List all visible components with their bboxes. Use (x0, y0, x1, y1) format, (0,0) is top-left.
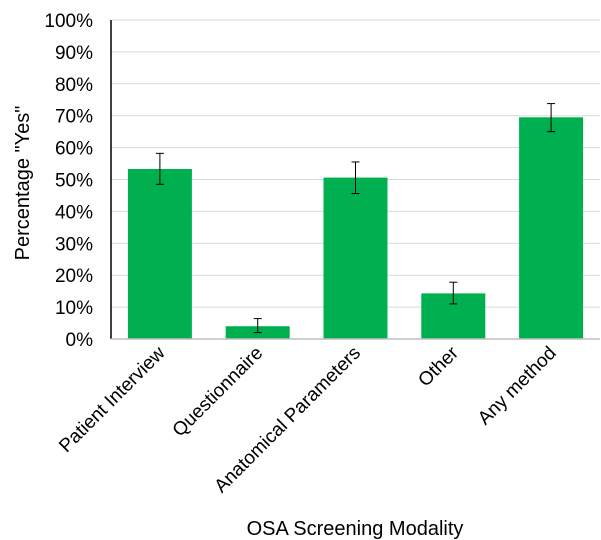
y-tick-label: 0% (66, 330, 94, 351)
y-tick-label: 50% (55, 171, 93, 192)
error-bar (155, 152, 164, 185)
error-bars (155, 103, 556, 334)
x-tick-label: Questionnaire (169, 343, 267, 441)
y-tick-label: 40% (55, 202, 93, 223)
error-bar (449, 281, 458, 305)
y-tick-label: 70% (55, 107, 93, 128)
error-bar (351, 161, 360, 195)
error-bar (253, 318, 262, 334)
y-axis-title: Percentage "Yes" (12, 106, 34, 261)
bars (127, 117, 584, 339)
x-tick-labels: Patient Interview QuestionnaireAnatomical… (55, 342, 560, 497)
y-tick-label: 90% (55, 43, 93, 64)
y-tick-label: 30% (55, 234, 93, 255)
x-axis-title: OSA Screening Modality (247, 518, 464, 540)
bar (323, 177, 388, 339)
y-tick-label: 80% (55, 75, 93, 96)
y-tick-label: 20% (55, 266, 93, 287)
y-tick-label: 60% (55, 139, 93, 160)
y-tick-label: 10% (55, 298, 93, 319)
bar (519, 117, 584, 339)
y-tick-label: 100% (44, 11, 93, 32)
error-bar (547, 103, 556, 133)
x-tick-label: Any method (474, 343, 561, 430)
x-tick-label: Other (414, 342, 463, 391)
y-tick-labels: 0% 10% 20% 30% 40% 50% 60% 70% 80% 90% 100% (44, 11, 93, 351)
x-tick-label: Patient Interview (55, 342, 169, 456)
bar (127, 168, 192, 339)
